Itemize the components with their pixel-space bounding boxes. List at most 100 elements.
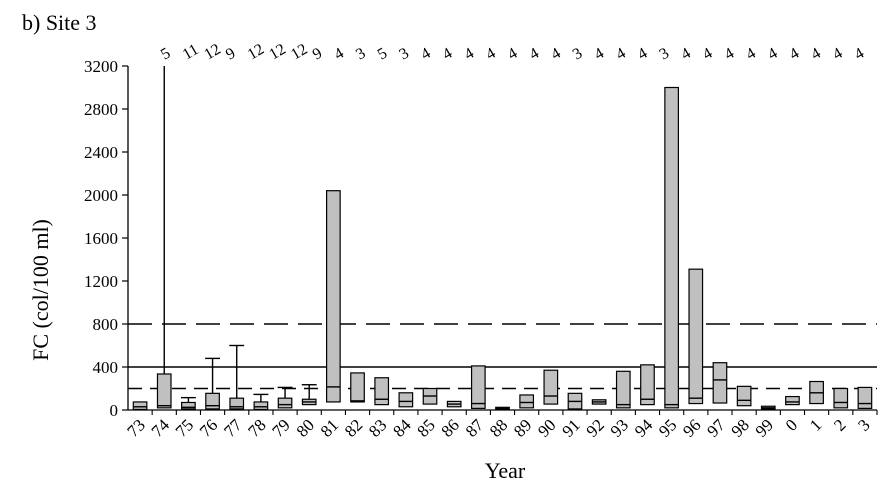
box-body [712,362,728,404]
box-90 [543,369,559,405]
count-label: 4 [483,45,498,64]
count-label: 4 [787,45,802,64]
x-tick-label: 78 [244,415,269,440]
count-label: 12 [266,41,288,64]
box-body [543,369,559,405]
box-86 [446,400,462,408]
x-tick-label: 76 [196,415,221,440]
count-label: 4 [635,45,650,64]
count-label: 4 [852,45,867,64]
count-label: 12 [288,41,310,64]
box-83 [374,377,390,406]
box-78 [253,393,269,411]
box-85 [422,387,438,405]
x-tick-label: 80 [293,415,318,440]
box-82 [350,372,365,403]
box-body [615,370,631,409]
count-label: 4 [418,45,433,64]
count-label: 4 [678,45,693,64]
count-label: 9 [310,45,325,64]
box-75 [180,396,196,410]
x-tick-label: 95 [655,415,680,440]
count-label: 11 [180,41,202,63]
box-body [181,401,196,410]
box-1 [809,380,824,405]
count-label: 9 [223,45,238,64]
box-74 [156,66,172,409]
box-99 [760,405,776,410]
box-94 [640,364,655,406]
x-tick-label: 82 [341,415,366,440]
box-2 [833,387,849,409]
count-label: 5 [375,45,390,64]
box-97 [712,362,728,404]
count-label: 3 [570,45,585,64]
box-96 [688,268,704,405]
y-tick-label: 3200 [84,57,118,76]
x-tick-label: 96 [679,415,704,440]
y-tick-label: 2000 [84,186,118,205]
x-tick-label: 86 [438,415,463,440]
box-body [785,395,800,406]
box-80 [301,384,317,406]
count-label: 5 [158,45,173,64]
box-body [857,386,873,409]
box-body [398,392,414,408]
x-axis-label: Year [485,458,526,483]
x-tick-label: 77 [220,415,246,441]
x-tick-label: 1 [806,415,825,434]
count-label: 4 [700,45,715,64]
count-label: 4 [830,45,845,64]
box-98 [736,385,752,407]
count-label: 12 [201,41,223,64]
x-tick-label: 92 [583,415,608,440]
count-label: 3 [396,45,411,64]
count-label: 3 [657,45,672,64]
box-body [156,373,172,409]
box-73 [132,401,148,411]
x-tick-label: 90 [534,415,559,440]
box-92 [591,399,607,405]
box-81 [326,190,341,403]
count-label: 4 [722,45,737,64]
box-0 [785,395,800,406]
box-79 [277,386,293,409]
box-body [277,397,293,409]
plot-area: 0400800120016002000240028003200737475767… [84,41,878,441]
box-body [688,268,704,405]
count-label: 4 [808,45,823,64]
x-tick-label: 91 [558,415,583,440]
box-body [374,377,390,406]
count-label: 4 [743,45,758,64]
x-tick-label: 89 [510,415,535,440]
x-tick-label: 85 [413,415,438,440]
box-88 [495,406,510,411]
y-tick-label: 0 [110,401,119,420]
x-tick-label: 88 [486,415,511,440]
box-95 [664,86,679,409]
box-body [833,387,849,409]
x-tick-label: 83 [365,415,390,440]
y-tick-label: 1200 [84,272,118,291]
box-body [519,394,535,409]
x-tick-label: 75 [172,415,197,440]
y-tick-label: 800 [93,315,119,334]
count-label: 4 [548,45,563,64]
box-body [229,397,245,410]
x-tick-label: 97 [703,415,729,441]
count-label: 4 [592,45,607,64]
box-77 [229,344,245,410]
x-tick-label: 93 [607,415,632,440]
box-body [736,385,752,407]
count-label: 12 [245,41,267,64]
box-body [253,401,269,411]
box-84 [398,392,414,408]
count-label: 4 [613,45,628,64]
y-tick-label: 1600 [84,229,118,248]
x-tick-label: 79 [268,415,293,440]
x-tick-label: 81 [317,415,342,440]
x-tick-label: 94 [631,415,657,441]
count-label: 4 [331,45,346,64]
x-tick-label: 98 [727,415,752,440]
